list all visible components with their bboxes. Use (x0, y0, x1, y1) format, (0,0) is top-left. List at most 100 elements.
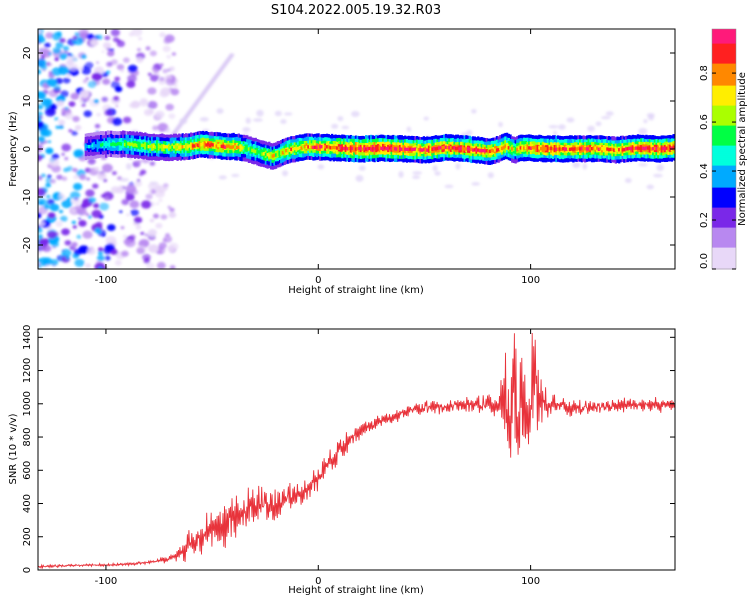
noise-speckle (434, 171, 441, 176)
noise-speckle (64, 157, 69, 161)
colorbar-segment (712, 229, 736, 232)
snr-y-tick-label: 600 (22, 461, 33, 480)
spectrogram-cell (546, 146, 550, 151)
noise-speckle (152, 213, 160, 219)
spectrogram-cell (156, 145, 159, 149)
colorbar-segment (712, 185, 736, 188)
colorbar-segment (712, 159, 736, 162)
noise-speckle (155, 202, 160, 206)
spectrogram-cell (494, 148, 497, 152)
spectrogram-cell (93, 143, 96, 148)
spectrogram-cell (128, 142, 132, 147)
spectrogram-cell (246, 147, 249, 151)
noise-speckle (125, 163, 132, 170)
spectrogram-cell (606, 147, 609, 151)
spectrogram-cell (132, 143, 135, 147)
spectrogram-cell (125, 142, 128, 147)
spectrogram-cell (458, 147, 461, 151)
spectrogram-cell (517, 146, 521, 150)
snr-x-axis-label: Height of straight line (km) (288, 585, 424, 596)
noise-speckle (148, 229, 157, 237)
spectrogram-cell (490, 148, 493, 153)
colorbar-segment (712, 261, 736, 264)
noise-speckle (94, 166, 100, 172)
colorbar-segment (712, 65, 736, 68)
noise-speckle (93, 99, 99, 104)
colorbar-segment (712, 143, 736, 146)
spectrogram-cell (152, 144, 155, 148)
noise-speckle (149, 74, 159, 82)
noise-speckle (38, 212, 42, 219)
colorbar-segment (712, 205, 736, 208)
noise-speckle (256, 109, 264, 117)
spectrogram-cell (465, 147, 468, 151)
spectrogram-cell (186, 145, 189, 149)
noise-speckle (60, 90, 69, 98)
noise-speckle (110, 186, 120, 194)
noise-speckle (120, 226, 125, 230)
spectrogram-cell (562, 147, 565, 151)
noise-speckle (68, 101, 76, 107)
spectrogram-cell (208, 143, 212, 148)
noise-speckle (38, 264, 42, 269)
noise-speckle (61, 176, 68, 181)
noise-speckle (119, 210, 123, 213)
colorbar-segment (712, 265, 736, 268)
spectrogram-cell (324, 145, 327, 149)
spectrogram-cell (641, 146, 645, 150)
noise-speckle (638, 163, 648, 167)
spectrogram-cell (261, 152, 264, 156)
colorbar-frame (711, 28, 737, 270)
spectrogram-cell (188, 144, 191, 148)
noise-speckle (67, 52, 72, 57)
colorbar-segment (712, 49, 736, 52)
colorbar-segment (712, 221, 736, 224)
colorbar-segment (712, 133, 736, 136)
spectrogram-cell (429, 147, 432, 152)
noise-speckle (138, 37, 143, 41)
spectrogram-cell (229, 145, 232, 149)
colorbar-segment (712, 217, 736, 220)
noise-speckle (72, 116, 80, 122)
noise-speckle (104, 196, 109, 201)
spectrogram-cell (317, 145, 320, 149)
spectrogram-cell (312, 145, 315, 150)
noise-speckle (87, 80, 97, 88)
spectrogram-cell (364, 147, 368, 151)
spectrogram-cell (251, 148, 254, 153)
snr-y-ticks: 0 200 400 600 800 1000 1200 1400 (22, 325, 675, 573)
spectrogram-cell (424, 147, 427, 152)
colorbar-segment (712, 163, 736, 166)
spectrogram-cell (431, 147, 434, 151)
colorbar-segment (712, 183, 736, 186)
noise-speckle (38, 197, 46, 206)
colorbar-segment (712, 207, 736, 210)
spectrogram-cell (220, 144, 223, 148)
colorbar-segment (712, 61, 736, 64)
noise-speckle (432, 165, 438, 172)
spectrogram-cell (133, 143, 137, 147)
spectrogram-cell (392, 147, 395, 151)
spectrogram-cell (455, 146, 458, 151)
noise-speckle (162, 238, 167, 243)
spectrogram-x-tick-label: 100 (521, 275, 540, 286)
colorbar-segment (712, 51, 736, 54)
spectrogram-cell (195, 143, 198, 147)
colorbar-segment (712, 253, 736, 256)
noise-speckle (80, 54, 87, 59)
noise-speckle (165, 233, 170, 237)
spectrogram-cell (592, 146, 595, 150)
spectrogram-cell (276, 153, 279, 157)
noise-speckle (68, 129, 73, 133)
noise-speckle (119, 185, 123, 188)
colorbar-segment (712, 157, 736, 160)
snr-x-tick-label: 0 (315, 576, 321, 587)
noise-speckle (572, 161, 581, 169)
spectrogram-cell (178, 145, 181, 149)
spectrogram-cell (567, 146, 570, 151)
noise-speckle (171, 52, 177, 56)
spectrogram-noise-layer (38, 29, 666, 269)
noise-speckle (122, 234, 128, 239)
noise-speckle (282, 170, 289, 177)
spectrogram-cell (589, 147, 592, 151)
